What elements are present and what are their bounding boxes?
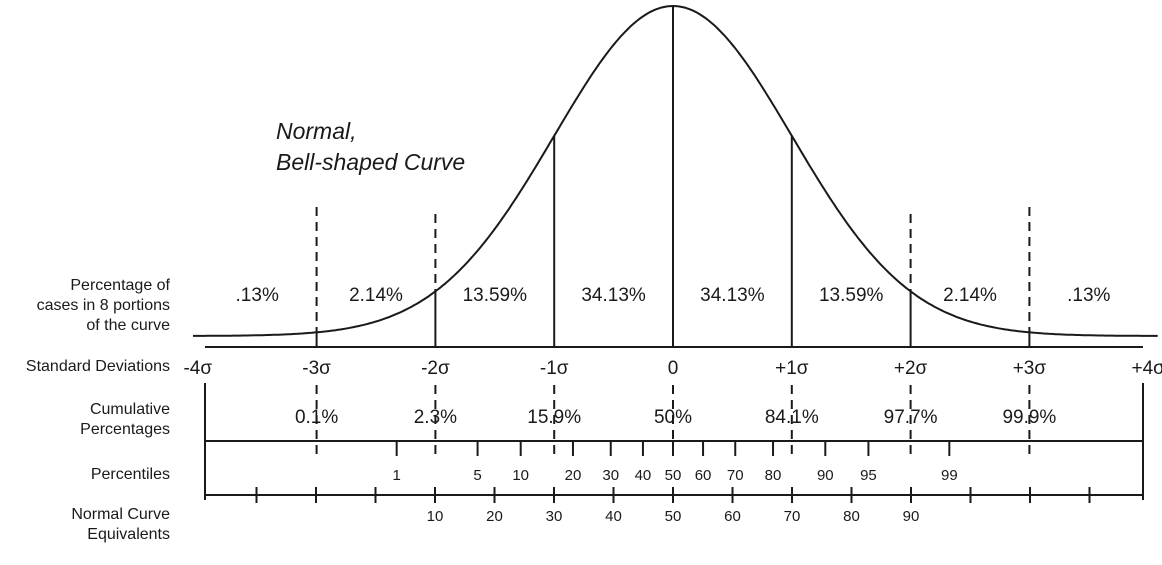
percentile-label: 70 [727,467,744,484]
std-dev-label: +4σ [1132,358,1162,379]
portion-label: 13.59% [819,285,884,306]
std-dev-label: +1σ [775,358,809,379]
bell-curve [193,4,1158,337]
cumulative-label: 15.9% [527,407,581,428]
portion-label: .13% [236,285,279,306]
percentile-label: 40 [635,467,652,484]
std-dev-label: -1σ [540,358,569,379]
std-dev-label: 0 [668,358,679,379]
percentile-label: 99 [941,467,958,484]
row-label-nce: Normal Curve Equivalents [71,506,170,543]
nce-label: 60 [724,508,741,525]
percentile-label: 50 [665,467,682,484]
nce-label: 80 [843,508,860,525]
cumulative-label: 0.1% [295,407,338,428]
percentile-label: 80 [765,467,782,484]
percentile-label: 60 [695,467,712,484]
portion-label: 2.14% [349,285,403,306]
portion-label: 13.59% [463,285,528,306]
nce-label: 40 [605,508,622,525]
portion-label: 34.13% [581,285,646,306]
nce-label: 70 [784,508,801,525]
std-dev-label: +2σ [894,358,928,379]
portion-label: 2.14% [943,285,997,306]
cumulative-label: 99.9% [1002,407,1056,428]
row-label-std-dev: Standard Deviations [25,358,170,375]
percentile-label: 5 [473,467,481,484]
cumulative-label: 50% [654,407,692,428]
percentile-label: 30 [602,467,619,484]
nce-label: 20 [486,508,503,525]
std-dev-label: -3σ [302,358,331,379]
percentile-label: 20 [565,467,582,484]
curve-title: Normal, Bell-shaped Curve [276,118,466,175]
percentile-label: 95 [860,467,877,484]
std-dev-label: +3σ [1013,358,1047,379]
nce-label: 10 [427,508,444,525]
percentile-label: 1 [392,467,400,484]
percentile-label: 10 [512,467,529,484]
nce-label: 50 [665,508,682,525]
std-dev-label: -4σ [183,358,212,379]
cumulative-label: 2.3% [414,407,457,428]
nce-label: 30 [546,508,563,525]
percentile-label: 90 [817,467,834,484]
std-dev-label: -2σ [421,358,450,379]
portion-label: .13% [1067,285,1110,306]
cumulative-label: 97.7% [884,407,938,428]
portion-label: 34.13% [700,285,765,306]
cumulative-label: 84.1% [765,407,819,428]
row-label-percentage: Percentage of cases in 8 portions of the… [36,277,170,334]
nce-label: 90 [903,508,920,525]
row-label-cumulative: Cumulative Percentages [80,401,170,438]
row-label-percentiles: Percentiles [90,466,170,483]
